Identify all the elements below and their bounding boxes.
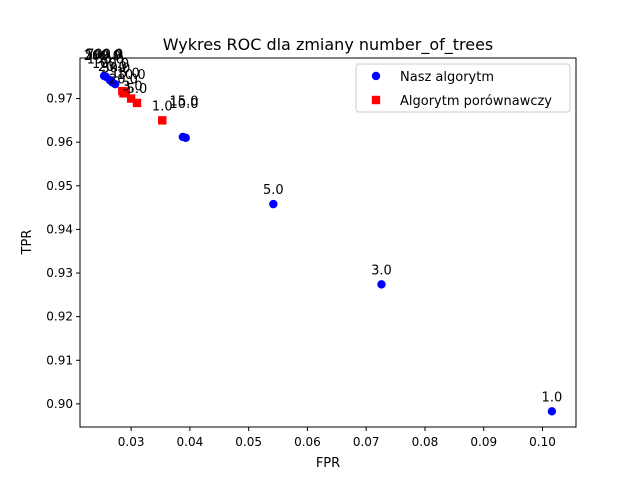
algorytm-porownawczy-point bbox=[121, 87, 131, 96]
point-annotation: 1.0 bbox=[152, 99, 173, 114]
point-annotation: 15.0 bbox=[111, 67, 140, 82]
legend-entry-label: Nasz algorytm bbox=[400, 70, 494, 85]
y-axis-ticks: 0.90 0.91 0.92 0.93 0.94 0.95 0.96 0.97 bbox=[46, 92, 80, 411]
y-tick-label: 0.96 bbox=[46, 135, 73, 149]
x-axis-ticks: 0.03 0.04 0.05 0.06 0.07 0.08 0.09 0.10 bbox=[118, 427, 556, 449]
legend-marker-nasz-algorytm bbox=[371, 71, 381, 81]
point-annotation: 700.0 bbox=[86, 47, 123, 62]
x-tick-label: 0.04 bbox=[177, 435, 204, 449]
point-annotations: 1.03.05.01.015.010.05.03.020.010.015.050… bbox=[84, 47, 563, 405]
legend-marker-algorytm-porownawczy bbox=[371, 95, 381, 105]
point-annotation: 5.0 bbox=[127, 82, 148, 97]
x-axis-label: FPR bbox=[316, 456, 340, 471]
algorytm-porownawczy-point bbox=[126, 94, 136, 103]
y-tick-label: 0.93 bbox=[46, 266, 73, 280]
nasz-algorytm-point bbox=[377, 280, 386, 289]
x-tick-label: 0.08 bbox=[412, 435, 439, 449]
x-tick-label: 0.07 bbox=[353, 435, 380, 449]
y-tick-label: 0.94 bbox=[46, 222, 73, 236]
y-tick-label: 0.90 bbox=[46, 397, 73, 411]
point-annotation: 500.0 bbox=[85, 48, 122, 63]
legend-entry-label: Algorytm porównawczy bbox=[400, 94, 552, 109]
y-tick-label: 0.97 bbox=[46, 92, 73, 106]
point-annotation: 50.0 bbox=[101, 61, 130, 76]
point-annotation: 3.0 bbox=[371, 263, 392, 278]
algorytm-porownawczy-point bbox=[132, 98, 142, 108]
plot-frame bbox=[79, 57, 577, 428]
nasz-algorytm-point bbox=[269, 199, 278, 209]
nasz-algorytm-point bbox=[547, 407, 557, 416]
point-annotation: 20.0 bbox=[98, 60, 127, 75]
point-annotation: 10.0 bbox=[170, 97, 199, 112]
nasz-algorytm-point bbox=[101, 72, 111, 81]
point-annotation: 100.0 bbox=[92, 57, 129, 72]
plot-area bbox=[79, 57, 577, 428]
legend: Nasz algorytm Algorytm porównawczy bbox=[355, 63, 571, 113]
x-tick-label: 0.06 bbox=[294, 435, 321, 449]
y-tick-label: 0.95 bbox=[46, 179, 73, 193]
point-annotation: 3.0 bbox=[122, 80, 143, 95]
y-axis-label: TPR bbox=[20, 230, 35, 256]
point-annotation: 20.0 bbox=[109, 72, 138, 87]
point-annotation: 150.0 bbox=[87, 53, 124, 68]
legend-box bbox=[355, 63, 571, 113]
point-annotation: 200.0 bbox=[84, 49, 121, 64]
point-annotation: 10.0 bbox=[117, 68, 146, 83]
x-tick-label: 0.03 bbox=[118, 435, 145, 449]
point-annotation: 5.0 bbox=[263, 183, 284, 198]
nasz-algorytm-point bbox=[181, 133, 190, 143]
x-tick-label: 0.09 bbox=[470, 435, 497, 449]
data-points bbox=[99, 71, 557, 416]
algorytm-porownawczy-point bbox=[158, 116, 167, 125]
x-tick-label: 0.10 bbox=[529, 435, 556, 449]
x-tick-label: 0.05 bbox=[235, 435, 262, 449]
y-tick-label: 0.91 bbox=[46, 353, 73, 367]
chart-title: Wykres ROC dla zmiany number_of_trees bbox=[163, 35, 494, 55]
point-annotation: 15.0 bbox=[170, 95, 199, 110]
point-annotation: 1.0 bbox=[542, 390, 563, 405]
y-tick-label: 0.92 bbox=[46, 310, 73, 324]
